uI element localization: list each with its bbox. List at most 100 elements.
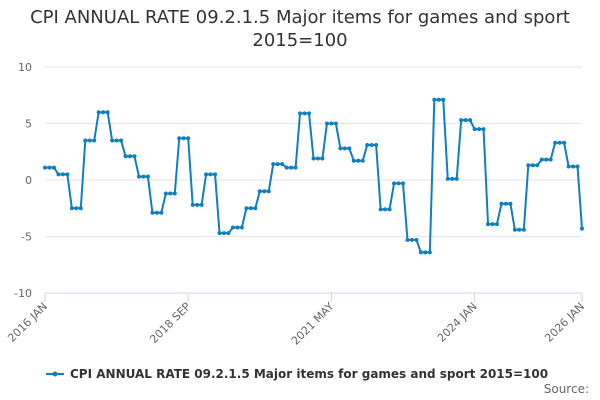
data-point[interactable] xyxy=(486,222,491,227)
data-point[interactable] xyxy=(293,165,298,170)
data-point[interactable] xyxy=(172,191,177,196)
data-point[interactable] xyxy=(204,172,209,177)
data-point[interactable] xyxy=(378,207,383,212)
data-point[interactable] xyxy=(159,210,164,215)
data-point[interactable] xyxy=(123,154,128,159)
data-point[interactable] xyxy=(468,118,473,123)
data-point[interactable] xyxy=(271,162,276,167)
data-point[interactable] xyxy=(132,154,137,159)
data-point[interactable] xyxy=(490,222,495,227)
data-point[interactable] xyxy=(217,231,222,236)
data-point[interactable] xyxy=(83,138,88,143)
data-point[interactable] xyxy=(414,237,419,242)
data-point[interactable] xyxy=(521,227,526,232)
data-point[interactable] xyxy=(508,201,513,206)
data-point[interactable] xyxy=(405,237,410,242)
data-point[interactable] xyxy=(517,227,522,232)
data-point[interactable] xyxy=(535,163,540,168)
data-point[interactable] xyxy=(208,172,213,177)
data-point[interactable] xyxy=(548,157,553,162)
data-point[interactable] xyxy=(315,156,320,161)
data-point[interactable] xyxy=(392,181,397,186)
data-point[interactable] xyxy=(351,158,356,163)
data-point[interactable] xyxy=(235,225,240,230)
data-point[interactable] xyxy=(114,138,119,143)
data-point[interactable] xyxy=(544,157,549,162)
data-point[interactable] xyxy=(401,181,405,186)
data-point[interactable] xyxy=(51,165,56,170)
data-point[interactable] xyxy=(494,222,499,227)
data-point[interactable] xyxy=(418,250,423,255)
data-point[interactable] xyxy=(396,181,401,186)
data-point[interactable] xyxy=(78,206,83,211)
data-point[interactable] xyxy=(365,142,370,147)
data-point[interactable] xyxy=(356,158,361,163)
data-point[interactable] xyxy=(110,138,115,143)
data-point[interactable] xyxy=(324,121,329,126)
data-point[interactable] xyxy=(503,201,508,206)
data-point[interactable] xyxy=(571,164,576,169)
data-point[interactable] xyxy=(154,210,159,215)
data-point[interactable] xyxy=(432,97,437,102)
data-point[interactable] xyxy=(333,121,338,126)
data-point[interactable] xyxy=(463,118,468,123)
data-point[interactable] xyxy=(580,226,584,231)
data-point[interactable] xyxy=(360,158,365,163)
data-point[interactable] xyxy=(284,165,289,170)
data-point[interactable] xyxy=(190,202,195,207)
data-point[interactable] xyxy=(181,136,186,141)
data-point[interactable] xyxy=(74,206,79,211)
data-point[interactable] xyxy=(320,156,325,161)
data-point[interactable] xyxy=(43,165,47,170)
data-point[interactable] xyxy=(530,163,535,168)
data-point[interactable] xyxy=(280,162,285,167)
data-point[interactable] xyxy=(47,165,52,170)
data-point[interactable] xyxy=(347,146,352,151)
data-point[interactable] xyxy=(266,189,271,194)
data-point[interactable] xyxy=(311,156,316,161)
data-point[interactable] xyxy=(459,118,464,123)
data-point[interactable] xyxy=(119,138,124,143)
data-point[interactable] xyxy=(222,231,226,236)
data-point[interactable] xyxy=(307,111,312,116)
data-point[interactable] xyxy=(60,172,65,177)
data-point[interactable] xyxy=(145,174,150,179)
data-point[interactable] xyxy=(499,201,504,206)
data-point[interactable] xyxy=(374,142,379,147)
data-point[interactable] xyxy=(141,174,146,179)
data-point[interactable] xyxy=(262,189,267,194)
data-point[interactable] xyxy=(472,127,477,132)
data-point[interactable] xyxy=(69,206,74,211)
data-point[interactable] xyxy=(445,176,450,181)
data-point[interactable] xyxy=(239,225,244,230)
data-point[interactable] xyxy=(128,154,133,159)
data-point[interactable] xyxy=(105,110,110,115)
data-point[interactable] xyxy=(213,172,218,177)
data-point[interactable] xyxy=(383,207,388,212)
data-point[interactable] xyxy=(450,176,455,181)
data-point[interactable] xyxy=(553,140,558,145)
data-point[interactable] xyxy=(101,110,106,115)
data-point[interactable] xyxy=(409,237,414,242)
data-point[interactable] xyxy=(562,140,567,145)
legend[interactable]: CPI ANNUAL RATE 09.2.1.5 Major items for… xyxy=(46,366,548,382)
data-point[interactable] xyxy=(329,121,334,126)
data-point[interactable] xyxy=(186,136,191,141)
data-point[interactable] xyxy=(275,162,280,167)
data-point[interactable] xyxy=(423,250,428,255)
data-point[interactable] xyxy=(454,176,459,181)
data-point[interactable] xyxy=(163,191,168,196)
data-point[interactable] xyxy=(199,202,204,207)
data-point[interactable] xyxy=(289,165,294,170)
data-point[interactable] xyxy=(369,142,374,147)
data-point[interactable] xyxy=(195,202,200,207)
data-point[interactable] xyxy=(96,110,101,115)
data-point[interactable] xyxy=(539,157,544,162)
data-point[interactable] xyxy=(387,207,392,212)
data-point[interactable] xyxy=(226,231,231,236)
data-point[interactable] xyxy=(477,127,482,132)
data-point[interactable] xyxy=(566,164,571,169)
data-point[interactable] xyxy=(302,111,307,116)
data-point[interactable] xyxy=(150,210,155,215)
data-point[interactable] xyxy=(168,191,173,196)
